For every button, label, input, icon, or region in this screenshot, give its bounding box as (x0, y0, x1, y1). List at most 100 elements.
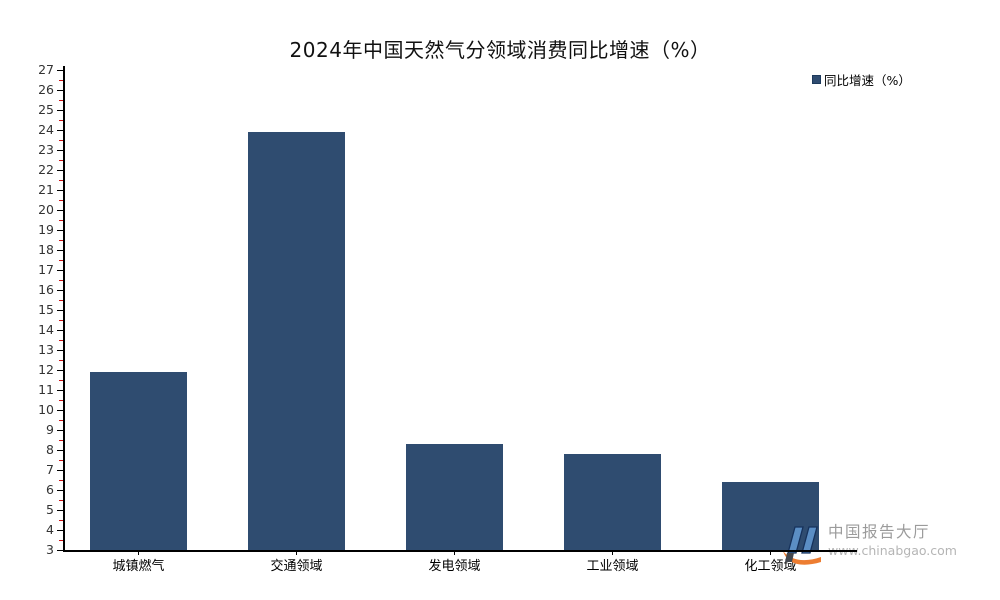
y-axis-major-tick (57, 150, 65, 151)
y-axis-major-tick (57, 490, 65, 491)
y-axis-minor-tick (59, 380, 63, 381)
y-axis-tick-label: 7 (46, 461, 54, 477)
y-axis-minor-tick (59, 420, 63, 421)
x-axis-tick (454, 551, 455, 555)
x-axis-tick (138, 551, 139, 555)
y-axis-tick-label: 13 (38, 341, 54, 357)
y-axis-minor-tick (59, 320, 63, 321)
x-axis-tick (770, 551, 771, 555)
y-axis-tick-label: 18 (38, 241, 54, 257)
y-axis-major-tick (57, 310, 65, 311)
y-axis-tick-label: 3 (46, 541, 54, 557)
y-axis-tick-label: 23 (38, 141, 54, 157)
x-axis-category-label: 城镇燃气 (112, 559, 165, 574)
x-axis-tick (612, 551, 613, 555)
y-axis-major-tick (57, 330, 65, 331)
y-axis-major-tick (57, 510, 65, 511)
y-axis-minor-tick (59, 540, 63, 541)
legend-label: 同比增速（%） (824, 73, 911, 88)
watermark-site-name: 中国报告大厅 (828, 523, 931, 541)
y-axis-tick-label: 17 (38, 261, 54, 277)
y-axis-tick-label: 10 (38, 401, 54, 417)
y-axis-tick-label: 11 (38, 381, 54, 397)
watermark: 中国报告大厅 www.chinabgao.com (782, 522, 957, 566)
y-axis-minor-tick (59, 180, 63, 181)
y-axis-major-tick (57, 90, 65, 91)
bar-3[interactable] (406, 444, 503, 550)
y-axis-major-tick (57, 410, 65, 411)
y-axis-major-tick (57, 270, 65, 271)
y-axis-tick-label: 26 (38, 81, 54, 97)
y-axis-minor-tick (59, 260, 63, 261)
y-axis-minor-tick (59, 500, 63, 501)
y-axis-tick-label: 5 (46, 501, 54, 517)
legend-item[interactable]: 同比增速（%） (812, 70, 911, 89)
y-axis-major-tick (57, 130, 65, 131)
y-axis-tick-label: 24 (38, 121, 54, 137)
y-axis-major-tick (57, 390, 65, 391)
y-axis-minor-tick (59, 520, 63, 521)
y-axis-minor-tick (59, 200, 63, 201)
y-axis-tick-label: 27 (38, 61, 54, 77)
x-axis-category-label: 工业领域 (586, 559, 639, 574)
y-axis-major-tick (57, 110, 65, 111)
bar-5[interactable] (722, 482, 819, 550)
y-axis-major-tick (57, 230, 65, 231)
y-axis-minor-tick (59, 100, 63, 101)
watermark-text: 中国报告大厅 www.chinabgao.com (828, 522, 957, 558)
y-axis-major-tick (57, 190, 65, 191)
y-axis-minor-tick (59, 80, 63, 81)
y-axis-major-tick (57, 70, 65, 71)
watermark-site-url: www.chinabgao.com (828, 542, 957, 558)
y-axis-minor-tick (59, 160, 63, 161)
y-axis-minor-tick (59, 300, 63, 301)
x-axis-line (63, 550, 857, 552)
y-axis-major-tick (57, 450, 65, 451)
y-axis-major-tick (57, 250, 65, 251)
y-axis-tick-label: 25 (38, 101, 54, 117)
y-axis-major-tick (57, 430, 65, 431)
y-axis-major-tick (57, 370, 65, 371)
legend-marker-icon (812, 75, 821, 84)
y-axis-major-tick (57, 470, 65, 471)
y-axis-tick-label: 12 (38, 361, 54, 377)
x-axis-category-label: 化工领域 (744, 559, 797, 574)
y-axis-minor-tick (59, 480, 63, 481)
y-axis-minor-tick (59, 440, 63, 441)
y-axis-major-tick (57, 170, 65, 171)
x-axis-category-label: 交通领域 (270, 559, 323, 574)
y-axis-tick-label: 16 (38, 281, 54, 297)
y-axis-major-tick (57, 550, 65, 551)
y-axis-minor-tick (59, 360, 63, 361)
y-axis-tick-label: 15 (38, 301, 54, 317)
bar-1[interactable] (90, 372, 187, 550)
y-axis-tick-label: 14 (38, 321, 54, 337)
bar-4[interactable] (564, 454, 661, 550)
y-axis-major-tick (57, 290, 65, 291)
y-axis-tick-label: 4 (46, 521, 54, 537)
y-axis-major-tick (57, 530, 65, 531)
chinabgao-logo-icon (783, 526, 821, 565)
y-axis-minor-tick (59, 460, 63, 461)
x-axis-category-label: 发电领域 (428, 559, 481, 574)
y-axis-minor-tick (59, 140, 63, 141)
chart-title: 2024年中国天然气分领域消费同比增速（%） (289, 38, 711, 62)
y-axis-minor-tick (59, 220, 63, 221)
y-axis-minor-tick (59, 400, 63, 401)
y-axis-major-tick (57, 350, 65, 351)
y-axis-major-tick (57, 210, 65, 211)
y-axis-minor-tick (59, 120, 63, 121)
y-axis-tick-label: 21 (38, 181, 54, 197)
y-axis-tick-label: 20 (38, 201, 54, 217)
y-axis-tick-label: 19 (38, 221, 54, 237)
y-axis-minor-tick (59, 340, 63, 341)
y-axis-tick-label: 6 (46, 481, 54, 497)
x-axis-tick (296, 551, 297, 555)
y-axis-tick-label: 9 (46, 421, 54, 437)
y-axis-tick-label: 22 (38, 161, 54, 177)
bar-2[interactable] (248, 132, 345, 550)
y-axis-line (63, 66, 65, 552)
y-axis-tick-label: 8 (46, 441, 54, 457)
y-axis-minor-tick (59, 280, 63, 281)
